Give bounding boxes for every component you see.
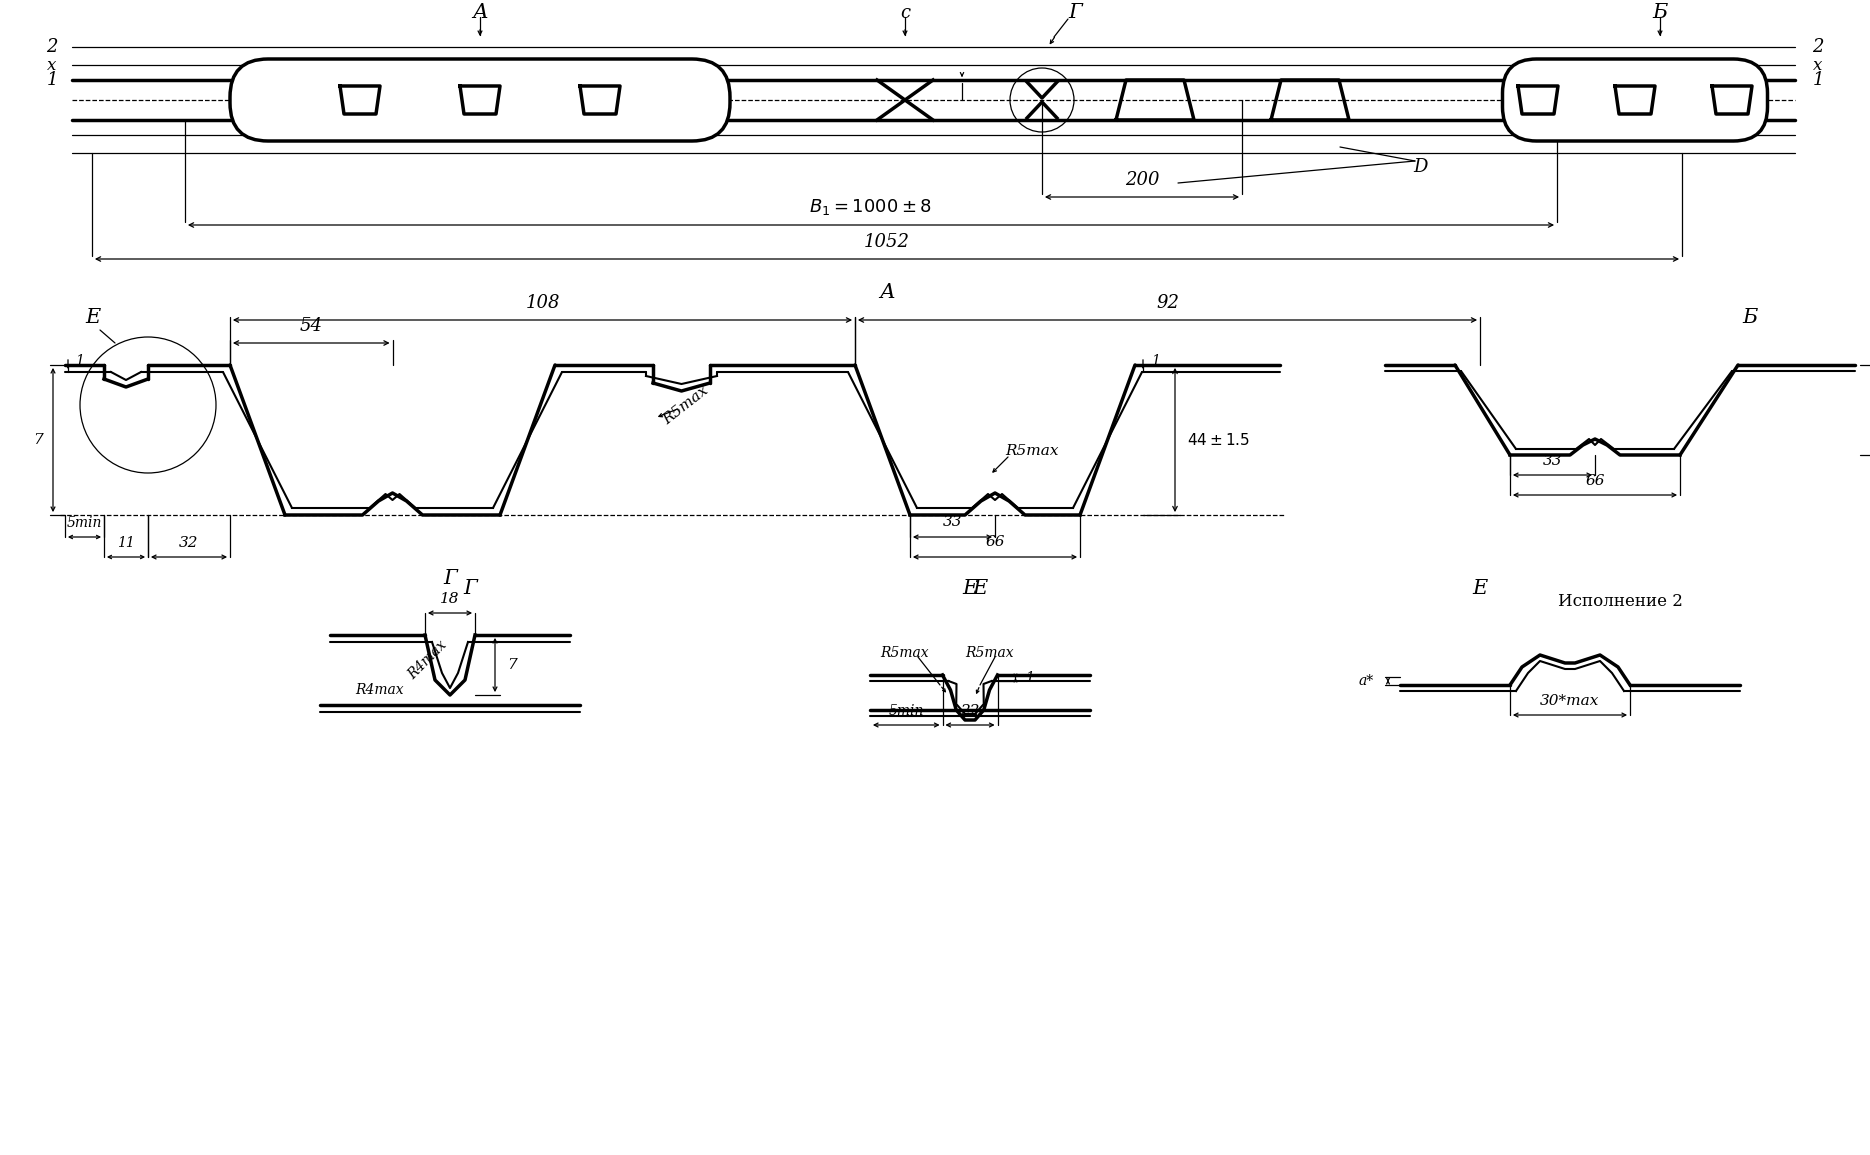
Text: 54: 54 bbox=[299, 316, 324, 335]
Text: 33: 33 bbox=[942, 515, 963, 529]
Text: 5min: 5min bbox=[888, 705, 924, 718]
Text: R4max: R4max bbox=[355, 683, 404, 696]
Text: R5max: R5max bbox=[660, 383, 711, 427]
Text: 18: 18 bbox=[439, 593, 460, 606]
Text: Е: Е bbox=[1472, 579, 1489, 597]
Text: a*: a* bbox=[1359, 675, 1374, 688]
Text: Б: Б bbox=[1743, 308, 1758, 327]
Text: 7: 7 bbox=[34, 433, 43, 447]
Text: 5min: 5min bbox=[67, 516, 103, 530]
Text: $B_1 = 1000\pm8$: $B_1 = 1000\pm8$ bbox=[810, 198, 933, 217]
Text: 200: 200 bbox=[1124, 171, 1159, 189]
Text: А: А bbox=[471, 3, 488, 22]
Text: А: А bbox=[879, 283, 896, 303]
Text: Г: Г bbox=[443, 568, 456, 588]
Text: 1: 1 bbox=[47, 70, 58, 89]
Text: 108: 108 bbox=[525, 295, 559, 312]
FancyBboxPatch shape bbox=[1502, 59, 1767, 141]
Text: Е: Е bbox=[86, 308, 101, 327]
Text: 66: 66 bbox=[1586, 474, 1604, 489]
Text: $44\pm1.5$: $44\pm1.5$ bbox=[1187, 432, 1249, 448]
Text: 2: 2 bbox=[47, 38, 58, 55]
Text: 92: 92 bbox=[1156, 295, 1178, 312]
Text: 1: 1 bbox=[1025, 671, 1034, 685]
Text: 32: 32 bbox=[180, 536, 198, 550]
Text: x: x bbox=[47, 57, 56, 74]
Text: R5max: R5max bbox=[881, 646, 929, 660]
Text: 30*max: 30*max bbox=[1541, 694, 1599, 708]
Text: Е: Е bbox=[972, 579, 987, 597]
Text: 1052: 1052 bbox=[864, 233, 911, 251]
Text: 22: 22 bbox=[961, 705, 980, 718]
Text: R5max: R5max bbox=[965, 646, 1014, 660]
Text: 1: 1 bbox=[1812, 70, 1823, 89]
Text: 1: 1 bbox=[75, 353, 84, 368]
Text: 7: 7 bbox=[507, 658, 516, 672]
Text: Б: Б bbox=[1653, 3, 1668, 22]
Text: Г: Г bbox=[464, 579, 477, 597]
Text: Г: Г bbox=[1068, 3, 1083, 22]
Text: 33: 33 bbox=[1543, 454, 1561, 468]
Text: D: D bbox=[1414, 158, 1427, 176]
FancyBboxPatch shape bbox=[230, 59, 729, 141]
Text: 11: 11 bbox=[118, 536, 135, 550]
Text: Е: Е bbox=[963, 579, 978, 597]
Text: 66: 66 bbox=[985, 535, 1004, 549]
Text: R4max: R4max bbox=[406, 638, 449, 683]
Text: c: c bbox=[899, 3, 911, 22]
Text: Исполнение 2: Исполнение 2 bbox=[1558, 594, 1683, 611]
Text: 1: 1 bbox=[1150, 353, 1159, 368]
Text: x: x bbox=[1814, 57, 1823, 74]
Text: 2: 2 bbox=[1812, 38, 1823, 55]
Text: R5max: R5max bbox=[1004, 444, 1058, 459]
